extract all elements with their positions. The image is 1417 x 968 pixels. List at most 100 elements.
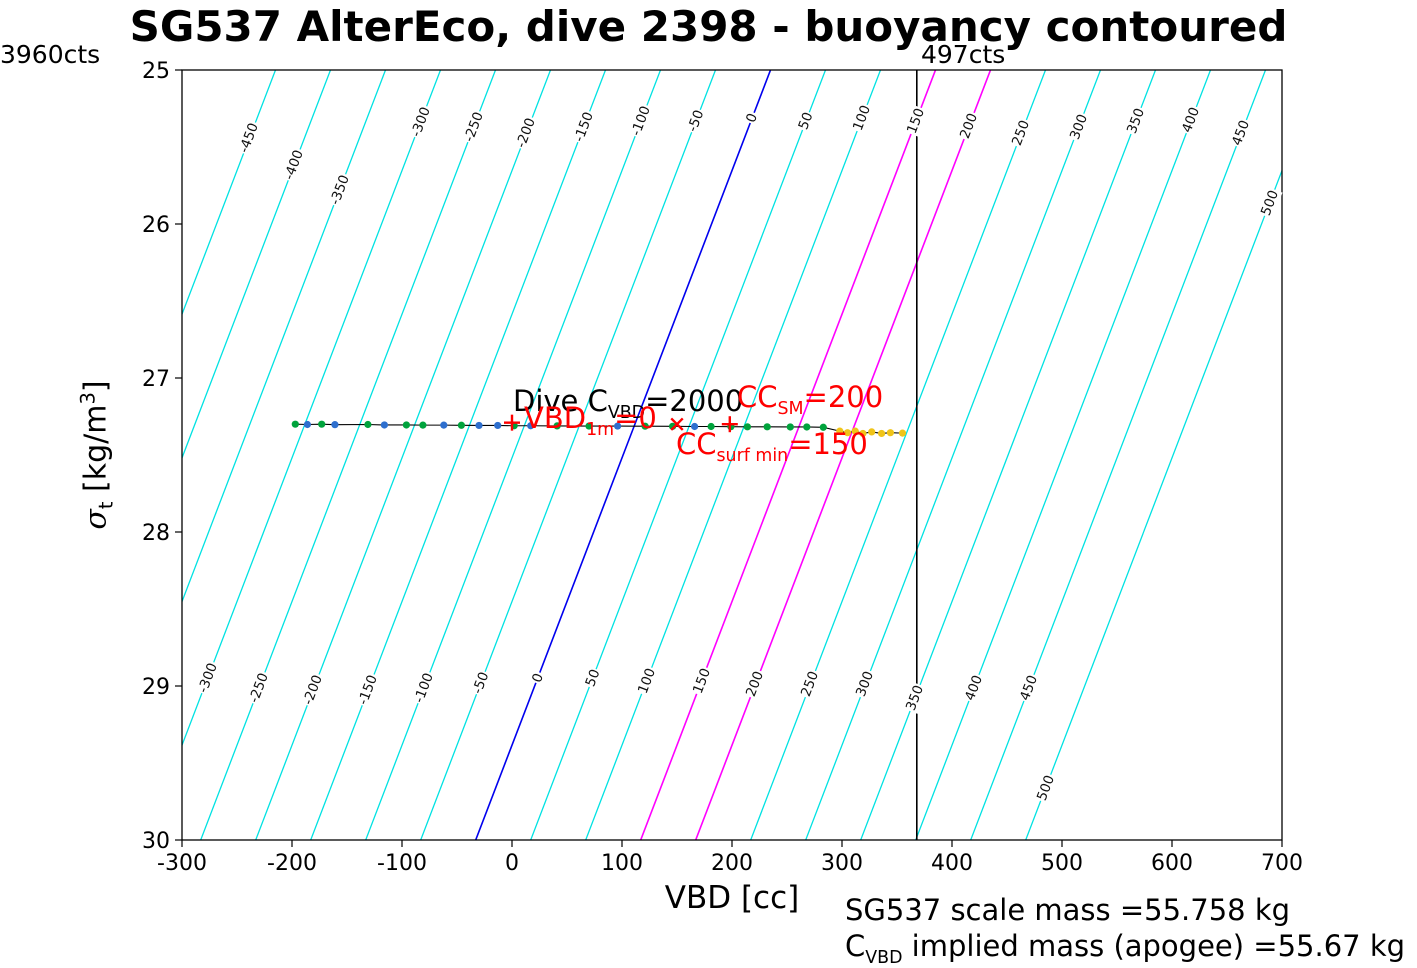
contour-line (530, 70, 827, 840)
scale-mass-text: SG537 scale mass =55.758 kg (845, 893, 1291, 927)
data-point (836, 427, 844, 435)
contour-line (860, 70, 1157, 840)
contour-line (750, 70, 1047, 840)
y-axis-label-sup: 3 (76, 392, 100, 405)
data-point (859, 429, 867, 438)
vbd-max-counts-label: 3960cts (0, 40, 101, 69)
data-point (786, 423, 794, 431)
contour-line (182, 70, 277, 317)
data-point (851, 427, 859, 435)
data-point (303, 420, 311, 429)
data-point (419, 421, 427, 429)
data-point (291, 420, 299, 428)
y-tick-label: 27 (142, 367, 170, 392)
contour-line (182, 70, 332, 460)
annotation-dive-cvbd-sub: VBD (607, 402, 646, 423)
x-axis-label: VBD [cc] (664, 880, 800, 916)
data-point (707, 422, 715, 431)
data-point (803, 423, 811, 431)
contour-line (585, 70, 882, 840)
annotation-cc-sm-sub: SM (777, 398, 804, 419)
data-point (402, 421, 410, 429)
plot-canvas: -300 -200 -100 0 100 200 300 400 500 600 700 25 26 27… (142, 59, 1303, 876)
implied-mass-sub: VBD (865, 947, 903, 968)
sigma-symbol: σ (78, 509, 114, 530)
data-point (553, 422, 561, 430)
x-tick-label: -100 (377, 851, 427, 876)
implied-mass-pre: C (845, 929, 866, 963)
annotation-cc-surf-min-post: =150 (788, 427, 868, 461)
annotation-cc-sm-post: =200 (803, 380, 884, 414)
data-point (380, 421, 388, 429)
data-point (475, 421, 483, 430)
annotation-dive-cvbd-post: =2000 (645, 384, 744, 418)
x-tick-label: 700 (1261, 851, 1303, 876)
data-point (585, 422, 593, 430)
x-tick-label: 400 (931, 851, 973, 876)
contour-line (420, 70, 717, 840)
annotation-vbd-1m-sub: 1m (586, 419, 615, 440)
data-point (743, 423, 752, 431)
data-point (364, 420, 372, 429)
annotation-dive-cvbd: Dive CVBD=2000 (513, 384, 744, 423)
y-axis-label-units: [kg/m (78, 404, 114, 502)
x-tick-label: 300 (821, 851, 863, 876)
x-tick-label: 500 (1041, 851, 1083, 876)
contour-line (1025, 168, 1282, 840)
annotation-cc-surf-min-sub: surf min (716, 445, 789, 466)
y-axis-label-sub: t (94, 501, 118, 510)
data-point (763, 423, 771, 431)
annotation-vbd-1m-post: =0 (614, 401, 657, 435)
annotation-vbd-1m-pre: VBD (524, 401, 587, 435)
contour-line (970, 70, 1267, 840)
y-tick-label: 29 (142, 675, 170, 700)
x-tick-label: 200 (711, 851, 753, 876)
annotation-vbd-1m: VBD1m=0 (524, 401, 657, 440)
data-point (886, 429, 895, 437)
contour-line (639, 70, 937, 840)
y-tick-label: 25 (142, 59, 170, 84)
data-point (898, 429, 907, 437)
x-tick-label: 0 (505, 851, 519, 876)
data-point (878, 429, 886, 438)
contour-line (182, 70, 442, 748)
contour-line (694, 70, 992, 840)
data-point (527, 422, 535, 430)
plot-title: SG537 AlterEco, dive 2398 - buoyancy con… (129, 2, 1288, 51)
y-tick-label: 26 (142, 213, 170, 238)
contour-line (310, 70, 607, 840)
contour-line (182, 70, 387, 604)
annotation-cc-surf-min-pre: CC (676, 427, 717, 461)
annotation-cc-sm: CCSM=200 (737, 380, 884, 419)
data-point (641, 422, 649, 430)
x-tick-label: 600 (1151, 851, 1193, 876)
data-point (843, 429, 852, 437)
data-point (691, 422, 699, 431)
annotation-dive-cvbd-pre: Dive C (513, 384, 608, 418)
contour-lines-group (182, 70, 1282, 840)
implied-mass-text: CVBD implied mass (apogee) =55.67 kg (845, 929, 1406, 968)
data-point (494, 421, 502, 430)
marker-x (670, 417, 684, 431)
x-tick-label: 100 (601, 851, 643, 876)
x-tick-label: -200 (267, 851, 317, 876)
x-tick-label: -300 (157, 851, 207, 876)
data-point (457, 421, 465, 429)
vbd-min-counts-label: 497cts (921, 40, 1006, 69)
annotation-cc-sm-pre: CC (737, 380, 778, 414)
data-point (819, 423, 827, 431)
contour-line (805, 70, 1102, 840)
data-point (868, 428, 876, 436)
data-point (440, 421, 448, 429)
y-tick-label: 30 (142, 829, 170, 854)
contour-line (365, 70, 662, 840)
contour-line (915, 70, 1212, 840)
y-axis-label: σt [kg/m3] (77, 380, 118, 529)
data-point (331, 421, 339, 429)
y-tick-label: 28 (142, 521, 170, 546)
implied-mass-post: implied mass (apogee) =55.67 kg (902, 929, 1406, 963)
annotation-cc-surf-min: CCsurf min=150 (676, 427, 868, 466)
contour-line (200, 70, 497, 840)
